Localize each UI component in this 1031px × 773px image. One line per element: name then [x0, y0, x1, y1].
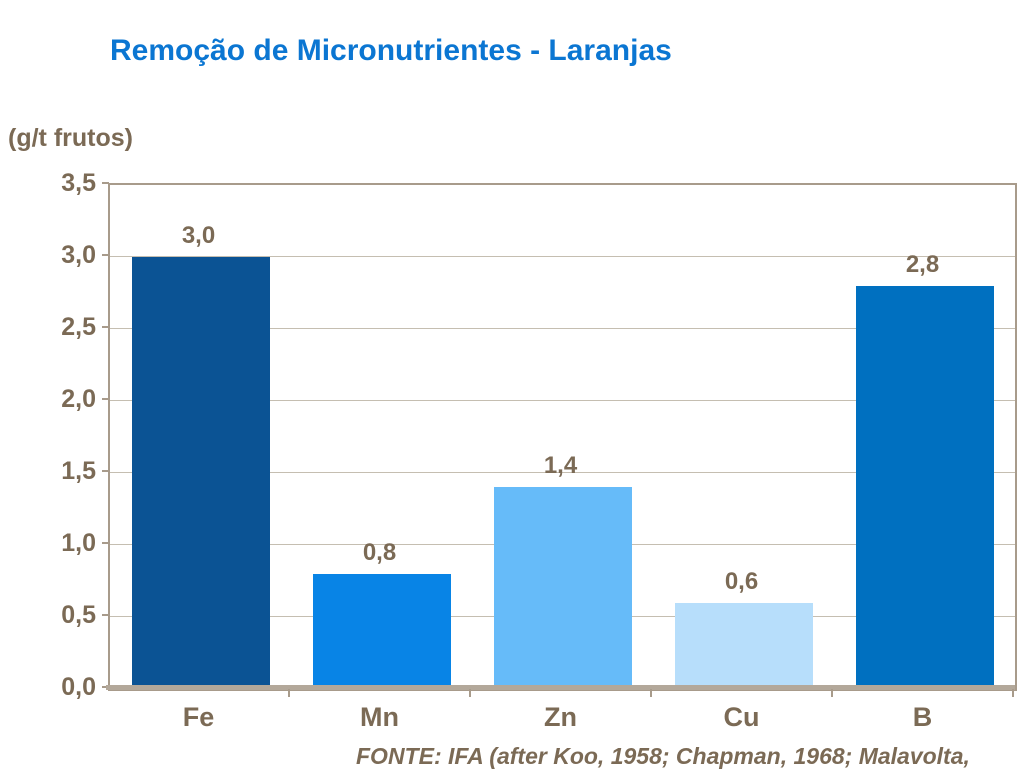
y-tick-label: 3,0	[61, 241, 96, 269]
y-tick-mark	[102, 398, 109, 400]
bar-value-label: 3,0	[181, 222, 216, 249]
x-tick-mark	[288, 689, 290, 697]
x-category-label: Mn	[360, 702, 399, 732]
y-tick-mark	[102, 614, 109, 616]
gridline	[110, 400, 1015, 401]
y-tick-mark	[102, 470, 109, 472]
y-tick-label: 0,5	[61, 601, 96, 629]
y-tick-mark	[102, 254, 109, 256]
y-tick-label: 1,5	[61, 457, 96, 485]
y-tick-label: 0,0	[61, 673, 96, 701]
y-tick-label: 2,5	[61, 313, 96, 341]
x-tick-mark	[469, 689, 471, 697]
bar-b	[855, 285, 994, 689]
x-axis-line	[106, 685, 1015, 690]
y-tick-label: 1,0	[61, 529, 96, 557]
gridline	[110, 256, 1015, 257]
gridline	[110, 328, 1015, 329]
x-category-label: Fe	[182, 702, 215, 732]
bar-value-label: 0,8	[362, 538, 397, 566]
source-note: FONTE: IFA (after Koo, 1958; Chapman, 19…	[356, 743, 970, 769]
x-tick-mark	[1012, 689, 1014, 697]
y-tick-mark	[102, 326, 109, 328]
y-tick-mark	[102, 182, 109, 184]
bar-value-label: 1,4	[543, 452, 578, 480]
y-axis-caption: (g/t frutos)	[8, 124, 133, 152]
bar-mn	[312, 573, 451, 689]
y-tick-label: 2,0	[61, 385, 96, 413]
bar-value-label: 0,6	[724, 567, 759, 595]
bar-value-label: 2,8	[905, 250, 940, 278]
gridline	[110, 472, 1015, 473]
x-tick-mark	[650, 689, 652, 697]
plot-area	[108, 183, 1017, 691]
chart-title: Remoção de Micronutrientes - Laranjas	[110, 34, 672, 67]
x-tick-mark	[831, 689, 833, 697]
x-category-label: Zn	[544, 702, 577, 732]
y-tick-mark	[102, 542, 109, 544]
x-category-label: Cu	[723, 702, 760, 732]
y-tick-mark	[102, 686, 109, 688]
x-category-label: B	[912, 702, 933, 732]
bar-cu	[674, 602, 813, 689]
bar-fe	[131, 257, 270, 689]
bar-zn	[493, 487, 632, 689]
y-tick-label: 3,5	[61, 169, 96, 197]
